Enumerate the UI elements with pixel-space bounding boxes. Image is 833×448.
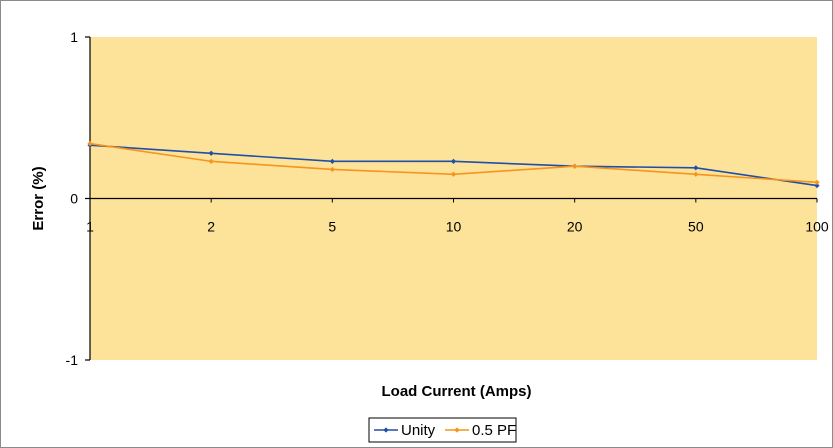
data-point — [329, 158, 335, 164]
data-point — [208, 150, 214, 156]
data-point — [208, 158, 214, 164]
y-tick-label: -1 — [66, 352, 79, 368]
y-tick-label: 0 — [70, 191, 78, 207]
legend-swatch-marker — [383, 427, 389, 433]
legend-label: 0.5 PF — [472, 422, 516, 439]
data-point — [814, 179, 820, 185]
x-tick-label: 50 — [688, 219, 704, 235]
y-axis-title: Error (%) — [30, 166, 47, 230]
x-tick-label: 100 — [805, 219, 829, 235]
series-group — [87, 140, 820, 189]
x-tick-label: 5 — [328, 219, 336, 235]
data-point — [329, 166, 335, 173]
x-axis-title: Load Current (Amps) — [382, 383, 532, 400]
x-tick-labels: 1 2 5 10 20 50 100 — [86, 219, 829, 235]
axes — [85, 36, 818, 361]
data-point — [572, 163, 578, 169]
legend-swatch-marker — [454, 427, 460, 433]
y-tick-label: 1 — [70, 29, 78, 45]
legend-label: Unity — [401, 422, 436, 439]
data-point — [87, 140, 93, 147]
data-point — [814, 182, 820, 189]
x-tick-label: 20 — [567, 219, 583, 235]
y-tick-labels: 1 0 -1 — [66, 29, 79, 368]
legend: Unity 0.5 PF — [368, 417, 517, 443]
data-point — [693, 171, 699, 177]
x-tick-label: 2 — [207, 219, 215, 235]
data-point — [450, 158, 457, 164]
data-point — [693, 165, 699, 171]
x-tick-label: 10 — [446, 219, 462, 235]
data-point — [450, 171, 457, 177]
x-tick-label: 1 — [86, 219, 94, 235]
